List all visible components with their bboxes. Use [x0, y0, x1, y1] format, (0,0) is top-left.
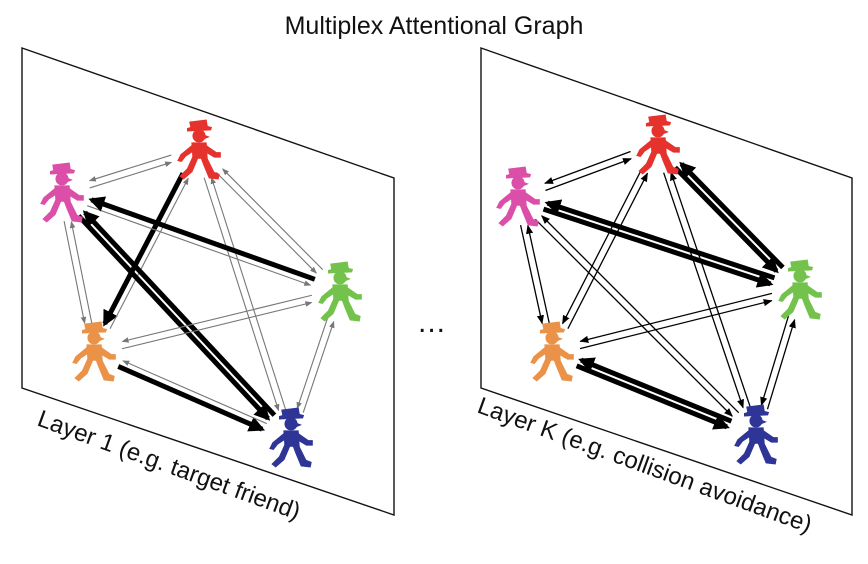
edge-red-to-orange	[102, 172, 186, 327]
edge-red-to-green	[215, 171, 317, 274]
edge-red-to-blue	[663, 172, 744, 409]
edge-pink-to-green	[87, 205, 312, 286]
edge-orange-to-blue	[575, 363, 730, 430]
edge-red-to-pink	[544, 150, 631, 184]
layer-panel-1: Layer 1 (e.g. target friend)	[21, 47, 395, 526]
edge-blue-to-orange	[578, 357, 733, 424]
edge-red-to-blue	[203, 177, 280, 412]
edge-green-to-blue	[296, 317, 329, 410]
edge-red-to-pink	[88, 154, 172, 182]
edge-green-to-blue	[760, 315, 790, 407]
edge-blue-to-pink	[82, 210, 277, 417]
edge-pink-to-red	[89, 161, 173, 189]
edge-orange-to-red	[567, 172, 649, 329]
layer-plane	[480, 47, 853, 516]
edge-pink-to-orange	[63, 221, 87, 324]
attention-edges	[63, 154, 335, 432]
edge-blue-to-green	[302, 320, 335, 413]
edge-orange-to-pink	[69, 221, 93, 324]
layer-panel-2: Layer K (e.g. collision avoidance)	[474, 47, 853, 539]
edge-blue-to-orange	[122, 360, 267, 425]
edge-orange-to-green	[579, 299, 773, 350]
edge-red-to-orange	[561, 168, 643, 325]
edge-pink-to-green	[542, 206, 774, 288]
edge-orange-to-green	[121, 301, 313, 350]
edge-blue-to-pink	[541, 215, 740, 414]
edge-green-to-pink	[88, 196, 316, 282]
edge-pink-to-red	[545, 158, 632, 192]
edge-pink-to-blue	[76, 214, 271, 421]
edge-blue-to-green	[766, 318, 796, 410]
edge-green-to-pink	[544, 199, 776, 281]
edge-orange-to-pink	[526, 224, 551, 325]
edge-blue-to-red	[210, 176, 287, 411]
edge-blue-to-red	[670, 171, 751, 408]
edge-pink-to-blue	[534, 218, 733, 417]
edge-green-to-red	[222, 168, 324, 271]
layer-ellipsis: ...	[418, 306, 447, 339]
edge-orange-to-red	[109, 177, 189, 330]
edge-red-to-green	[673, 165, 779, 274]
edge-orange-to-blue	[117, 364, 266, 432]
edge-green-to-orange	[579, 292, 773, 343]
edge-green-to-orange	[121, 294, 313, 343]
figure-title: Multiplex Attentional Graph	[284, 12, 584, 40]
edge-pink-to-orange	[519, 224, 544, 325]
attention-edges	[519, 150, 796, 430]
edge-green-to-red	[679, 161, 785, 270]
